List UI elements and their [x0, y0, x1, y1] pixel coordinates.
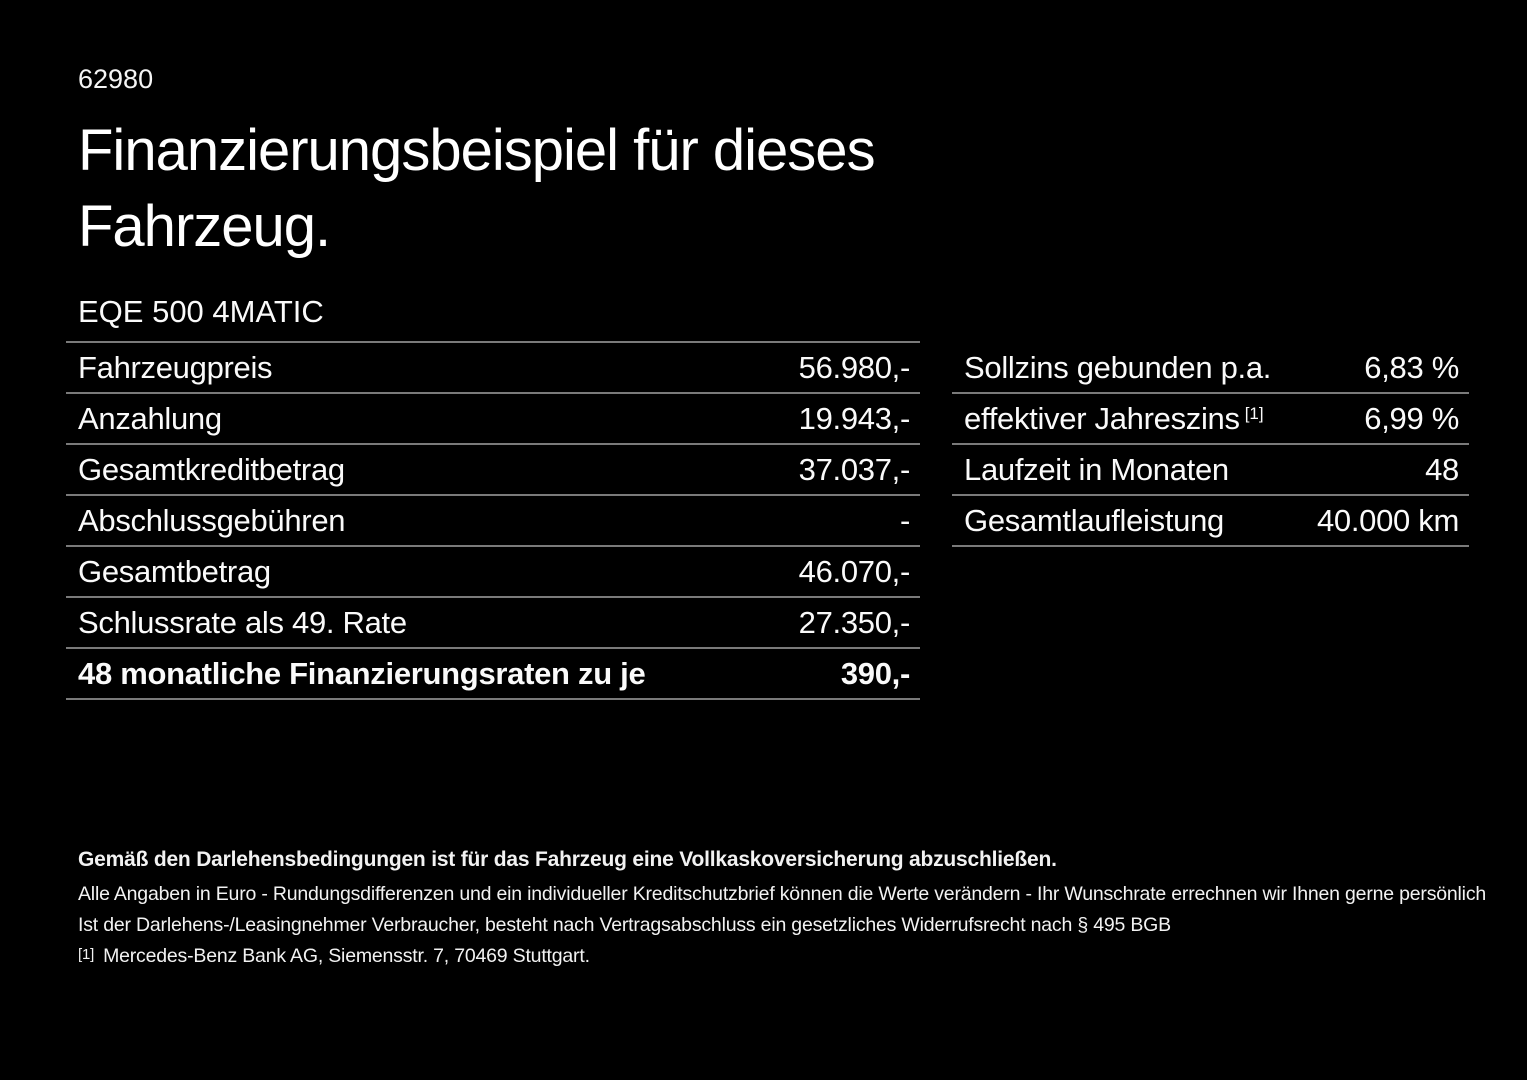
row-value: 48 [1425, 451, 1459, 487]
row-label: effektiver Jahreszins [1] [964, 401, 1264, 437]
footnote-marker-superscript: [1] [1244, 403, 1264, 423]
row-value: 390,- [840, 655, 910, 691]
table-row-abschlussgebuehren: Abschlussgebühren - [66, 496, 920, 547]
vehicle-model: EQE 500 4MATIC [78, 294, 324, 329]
financing-table: Fahrzeugpreis 56.980,- Anzahlung 19.943,… [66, 341, 920, 700]
row-value: 37.037,- [798, 451, 911, 487]
table-row-anzahlung: Anzahlung 19.943,- [66, 394, 920, 445]
reference-number: 62980 [78, 64, 154, 94]
row-value: - [899, 502, 910, 538]
conditions-table: Sollzins gebunden p.a. 6,83 % effektiver… [952, 343, 1469, 547]
row-value: 46.070,- [798, 553, 911, 589]
footer-disclaimers: Gemäß den Darlehensbedingungen ist für d… [78, 849, 1508, 978]
table-row-gesamtkreditbetrag: Gesamtkreditbetrag 37.037,- [66, 445, 920, 496]
footnote-text: Mercedes-Benz Bank AG, Siemensstr. 7, 70… [103, 945, 590, 967]
row-label: 48 monatliche Finanzierungsraten zu je [78, 655, 646, 691]
bank-footnote: [1] Mercedes-Benz Bank AG, Siemensstr. 7,… [78, 945, 1508, 969]
row-label: Gesamtlaufleistung [964, 502, 1224, 538]
table-row-laufzeit: Laufzeit in Monaten 48 [952, 445, 1469, 496]
table-row-schlussrate: Schlussrate als 49. Rate 27.350,- [66, 598, 920, 649]
row-label: Laufzeit in Monaten [964, 451, 1229, 487]
page-title-line1: Finanzierungsbeispiel für dieses [78, 118, 876, 183]
page-title-line2: Fahrzeug. [78, 194, 331, 259]
row-label: Gesamtbetrag [78, 553, 271, 589]
row-label: Abschlussgebühren [78, 502, 346, 538]
table-row-fahrzeugpreis: Fahrzeugpreis 56.980,- [66, 343, 920, 394]
table-row-gesamtlaufleistung: Gesamtlaufleistung 40.000 km [952, 496, 1469, 547]
row-value: 40.000 km [1316, 502, 1459, 538]
row-label: Schlussrate als 49. Rate [78, 604, 407, 640]
page-title: Finanzierungsbeispiel für dieses Fahrzeug… [78, 113, 876, 265]
table-row-gesamtbetrag: Gesamtbetrag 46.070,- [66, 547, 920, 598]
row-label: Gesamtkreditbetrag [78, 451, 345, 487]
disclaimer-line2: Ist der Darlehens-/Leasingnehmer Verbrau… [78, 914, 1171, 936]
row-label: Fahrzeugpreis [78, 349, 273, 385]
row-label-text: effektiver Jahreszins [964, 400, 1240, 436]
row-value: 6,99 % [1364, 400, 1459, 436]
table-row-sollzins: Sollzins gebunden p.a. 6,83 % [952, 343, 1469, 394]
insurance-note: Gemäß den Darlehensbedingungen ist für d… [78, 848, 1057, 871]
row-label: Anzahlung [78, 400, 222, 436]
row-value: 27.350,- [798, 604, 911, 640]
row-label: Sollzins gebunden p.a. [964, 349, 1272, 385]
footnote-marker: [1] [78, 946, 95, 963]
table-row-effektiver-jahreszins: effektiver Jahreszins [1] 6,99 % [952, 394, 1469, 445]
row-value: 19.943,- [798, 400, 911, 436]
row-value: 56.980,- [798, 349, 911, 385]
disclaimer-line1: Alle Angaben in Euro - Rundungsdifferenz… [78, 883, 1487, 905]
row-value: 6,83 % [1364, 349, 1459, 385]
table-row-monatliche-raten: 48 monatliche Finanzierungsraten zu je 3… [66, 649, 920, 700]
